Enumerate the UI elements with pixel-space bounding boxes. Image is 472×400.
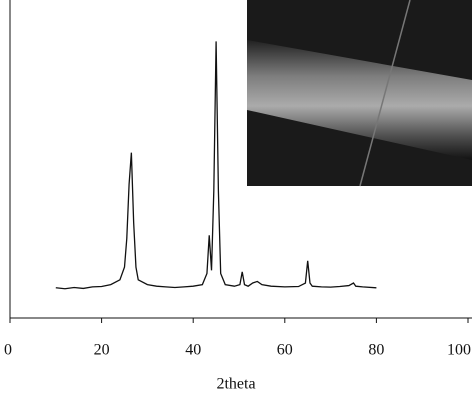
- x-tick-label: 20: [94, 342, 110, 359]
- inset-image: [247, 0, 472, 187]
- x-tick-label: 60: [277, 342, 293, 359]
- x-tick-label: 80: [368, 342, 384, 359]
- x-tick-label: 100: [447, 342, 471, 359]
- x-axis-label: 2theta: [216, 376, 255, 393]
- x-tick-label: 0: [4, 342, 12, 359]
- data-line: [55, 41, 377, 290]
- x-tick-label: 40: [185, 342, 201, 359]
